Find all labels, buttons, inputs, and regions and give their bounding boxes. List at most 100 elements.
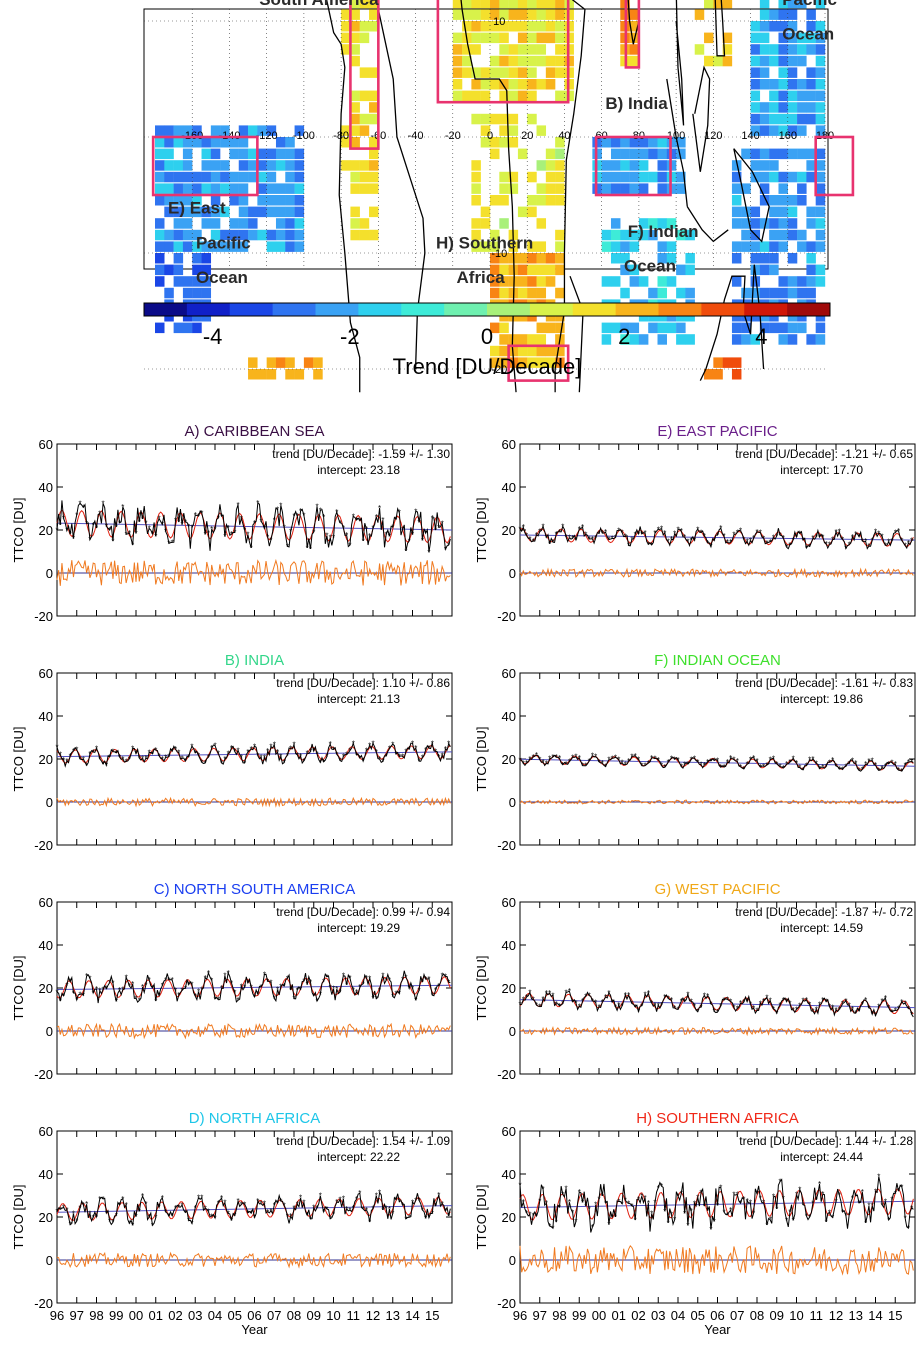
map-cell [527, 345, 537, 357]
x-tick-label: 09 [307, 1308, 321, 1323]
observed-series [519, 525, 914, 550]
map-cell [182, 160, 193, 171]
data-point: * [250, 984, 253, 993]
data-point: * [230, 979, 233, 988]
data-point: * [345, 531, 348, 540]
data-point: * [752, 1004, 755, 1013]
map-cell [806, 206, 816, 218]
map-cell [220, 137, 230, 148]
map-cell [313, 357, 323, 368]
data-point: * [690, 997, 693, 1006]
map-cell [610, 253, 621, 264]
data-point: * [213, 525, 216, 534]
data-point: * [444, 1207, 447, 1216]
data-point: * [131, 980, 134, 989]
map-cell [750, 79, 761, 90]
map-cell [555, 55, 565, 67]
map-cell [480, 32, 491, 44]
data-point: * [591, 535, 594, 544]
map-cell [815, 206, 826, 218]
map-cell [517, 21, 528, 32]
data-point: * [302, 511, 305, 520]
data-point: * [118, 753, 121, 762]
x-tick-label: 05 [691, 1308, 705, 1323]
data-point: * [263, 753, 266, 762]
data-point: * [818, 533, 821, 542]
data-point: * [653, 1199, 656, 1208]
y-tick-label: 0 [509, 1253, 516, 1268]
map-cell [359, 0, 370, 9]
map-cell [536, 195, 547, 206]
data-point: * [398, 990, 401, 999]
data-point: * [532, 996, 535, 1005]
data-point: * [831, 536, 834, 545]
data-point: * [742, 536, 745, 545]
map-cell [769, 9, 779, 20]
map-cell [759, 264, 770, 276]
map-cell [629, 160, 640, 171]
data-point: * [907, 758, 910, 767]
map-cell [192, 276, 202, 287]
map-cell [248, 357, 258, 368]
data-point: * [404, 747, 407, 756]
data-point: * [551, 538, 554, 547]
map-cell [201, 171, 212, 183]
map-cell [536, 334, 547, 345]
map-cell [499, 322, 509, 334]
data-point: * [617, 527, 620, 536]
data-point: * [339, 1196, 342, 1205]
data-point: * [95, 1213, 98, 1222]
data-point: * [408, 984, 411, 993]
data-point: * [75, 996, 78, 1005]
map-cell [220, 206, 230, 218]
map-cell [517, 9, 528, 20]
data-point: * [887, 760, 890, 769]
data-point: * [306, 981, 309, 990]
map-cell [778, 322, 788, 334]
map-cell [601, 229, 612, 241]
data-point: * [795, 1190, 798, 1199]
data-point: * [329, 984, 332, 993]
map-cell [787, 125, 798, 136]
data-point: * [421, 978, 424, 987]
data-point: * [240, 1201, 243, 1210]
data-point: * [378, 755, 381, 764]
intercept-text: intercept: 22.22 [317, 1150, 400, 1164]
data-point: * [601, 1192, 604, 1201]
map-cell [155, 218, 165, 229]
map-cell [499, 90, 509, 102]
map-cell [192, 183, 202, 194]
data-point: * [657, 1184, 660, 1193]
data-point: * [345, 1205, 348, 1214]
data-point: * [85, 519, 88, 528]
map-cell [536, 160, 547, 171]
y-tick-label: 40 [39, 1167, 53, 1182]
data-point: * [759, 528, 762, 537]
data-point: * [243, 1200, 246, 1209]
map-cell [294, 160, 305, 171]
data-point: * [897, 1005, 900, 1014]
map-cell [350, 113, 360, 125]
data-point: * [713, 537, 716, 546]
data-point: * [640, 762, 643, 771]
data-point: * [194, 992, 197, 1001]
map-cell [750, 276, 761, 287]
map-cell [555, 148, 565, 160]
map-cell [517, 44, 528, 55]
data-point: * [411, 984, 414, 993]
data-point: * [851, 533, 854, 542]
map-cell [508, 137, 519, 148]
trend-text: trend [DU/Decade]: -1.87 +/- 0.72 [735, 905, 913, 919]
map-cell [257, 229, 267, 241]
data-point: * [256, 990, 259, 999]
data-point: * [640, 1192, 643, 1201]
map-cell [759, 102, 770, 113]
anomaly-series [56, 1022, 451, 1040]
data-point: * [867, 542, 870, 551]
map-cell [787, 195, 798, 206]
data-point: * [223, 971, 226, 980]
data-point: * [309, 545, 312, 554]
map-cell [648, 218, 658, 229]
map-cell [220, 171, 230, 183]
data-point: * [640, 1002, 643, 1011]
